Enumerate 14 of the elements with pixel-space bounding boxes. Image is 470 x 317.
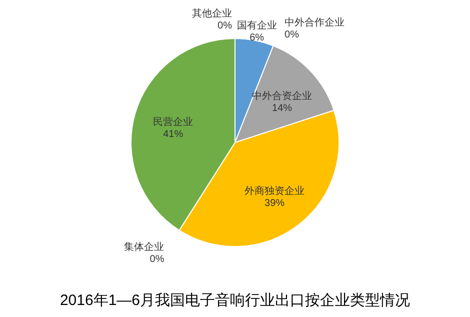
text: 0% <box>284 29 300 40</box>
category-label: 集体企业 <box>124 242 164 253</box>
slice-label: 国有企业 <box>236 20 277 32</box>
data-label: 39% <box>264 198 285 209</box>
text: 0% <box>218 20 232 32</box>
data-label: 41% <box>163 129 184 140</box>
category-label: 中外合作企业 <box>284 17 345 28</box>
slice-label: 外商独资企业 <box>244 184 305 197</box>
data-label: 6% <box>250 32 264 44</box>
text: 2016年1—6月我国电子音响行业出口按企业类型情况 <box>60 292 410 309</box>
data-label: 14% <box>272 102 292 114</box>
text: 0% <box>150 254 164 265</box>
category-label: 其他企业 <box>192 8 232 20</box>
slice-label: 民营企业 <box>153 116 194 128</box>
